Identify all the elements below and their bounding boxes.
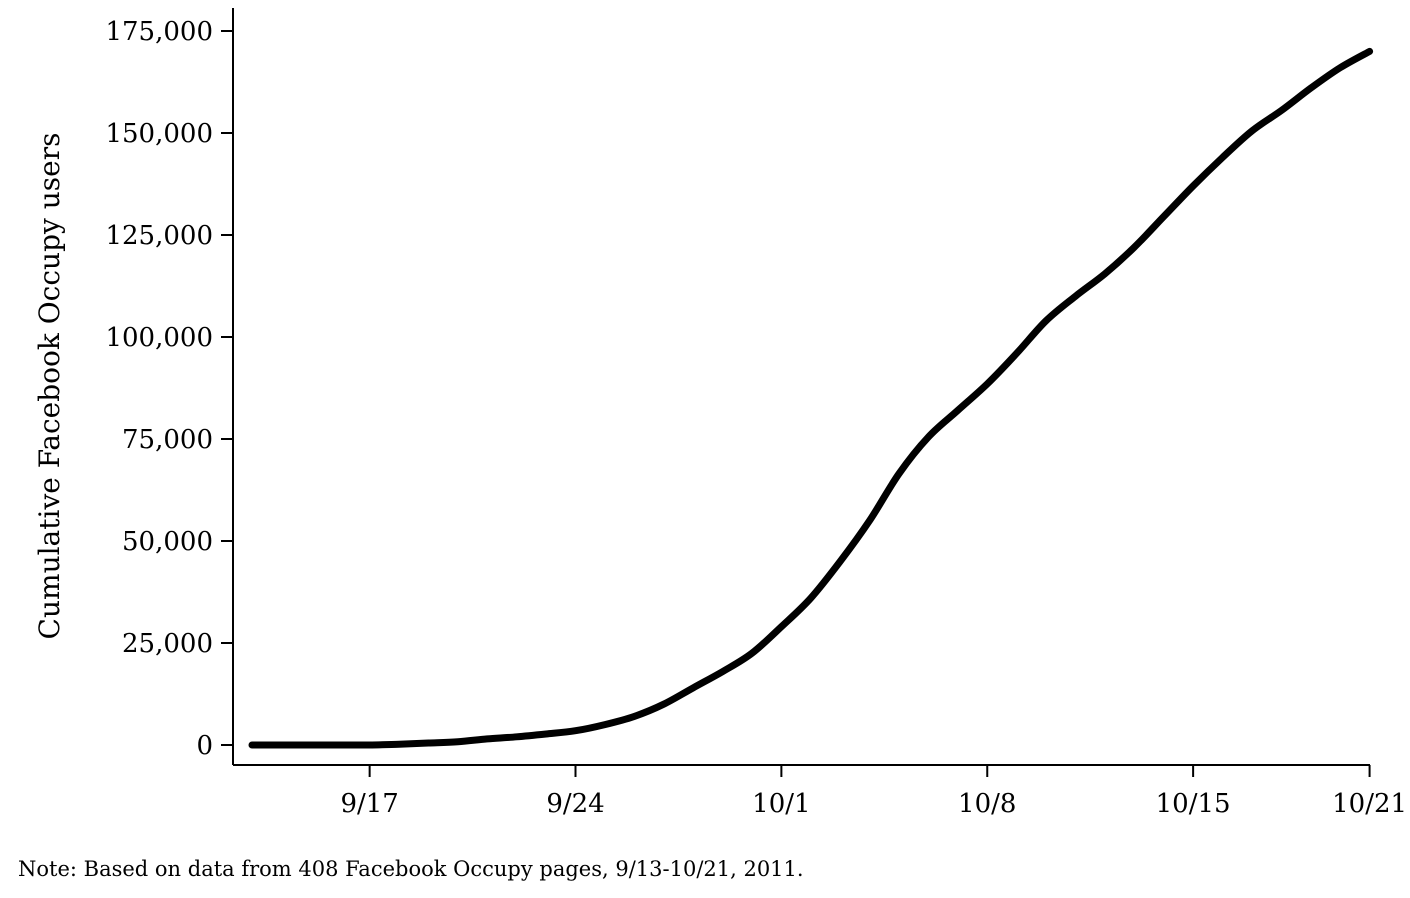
y-tick-label: 150,000: [105, 119, 213, 149]
x-tick-label: 10/15: [1156, 789, 1231, 819]
series-layer: [248, 47, 1374, 749]
y-tick-label: 125,000: [105, 221, 213, 251]
y-tick-label: 75,000: [122, 425, 213, 455]
x-tick-label: 9/17: [340, 789, 398, 819]
series-line: [248, 47, 1374, 749]
chart-note: Note: Based on data from 408 Facebook Oc…: [18, 857, 804, 881]
x-tick-label: 9/24: [546, 789, 604, 819]
x-tick-label: 10/21: [1332, 789, 1407, 819]
axes: [232, 8, 1370, 766]
x-tick-label: 10/1: [752, 789, 810, 819]
y-tick-label: 0: [196, 731, 213, 761]
y-tick-label: 100,000: [105, 323, 213, 353]
y-tick-label: 25,000: [122, 629, 213, 659]
y-axis-title: Cumulative Facebook Occupy users: [33, 133, 66, 640]
y-tick-label: 175,000: [105, 17, 213, 47]
y-tick-label: 50,000: [122, 527, 213, 557]
x-tick-label: 10/8: [958, 789, 1016, 819]
ticks: 0 25,000 50,000 75,000 100,000 125,000 150,000…: [105, 17, 1407, 819]
